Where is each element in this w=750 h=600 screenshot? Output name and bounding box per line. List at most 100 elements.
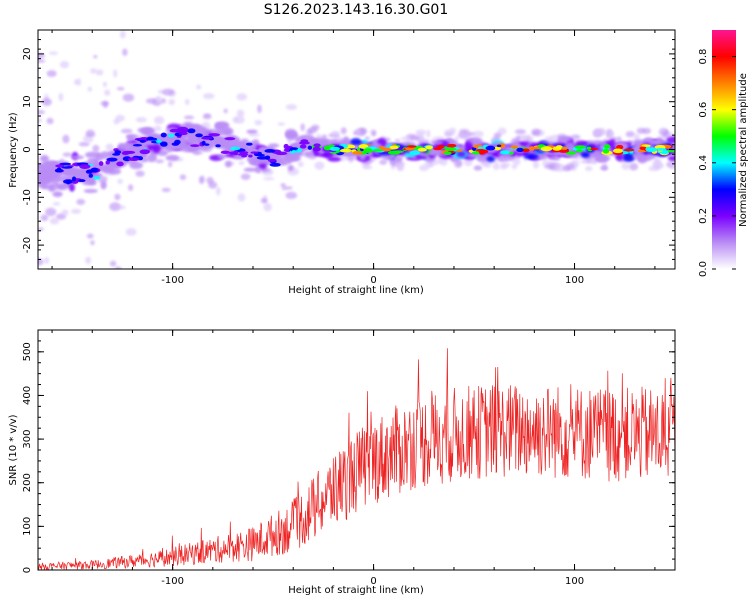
spectral-blob [87, 86, 93, 92]
spectral-core [233, 150, 239, 156]
spectral-blob [562, 136, 572, 142]
snr-plot-area [38, 330, 675, 570]
spectral-blob [460, 132, 466, 136]
spectral-blob [240, 173, 251, 181]
spectral-blob [371, 130, 376, 137]
spectral-blob [282, 186, 293, 190]
spectral-blob [666, 136, 675, 144]
spectral-blob [217, 153, 227, 160]
spectral-blob [105, 143, 114, 151]
spectral-blob [38, 53, 45, 59]
y-tick-label: 0 [22, 567, 33, 573]
spectral-blob [76, 78, 82, 86]
spectral-core [446, 143, 457, 148]
spectral-blob [340, 127, 347, 135]
spectral-blob [609, 139, 616, 144]
spectral-blob [565, 163, 575, 171]
spectral-blob [268, 143, 280, 148]
spectral-blob [87, 178, 97, 185]
spectral-core [178, 131, 188, 136]
spectral-blob [304, 151, 314, 157]
spectral-core [264, 149, 276, 153]
spectral-blob [122, 93, 135, 102]
spectral-blob [287, 164, 294, 172]
spectral-core [255, 153, 265, 157]
spectral-core [57, 167, 62, 171]
spectral-blob [599, 166, 609, 171]
spectral-blob [93, 55, 98, 59]
spectral-blob [48, 51, 59, 55]
spectral-blob [198, 176, 205, 185]
spectral-blob [152, 144, 161, 153]
y-tick-label: -10 [22, 189, 33, 205]
spectral-core [195, 133, 203, 138]
spectral-blob [155, 159, 165, 164]
spectral-core [155, 140, 162, 143]
spectral-blob [263, 203, 272, 212]
spectral-blob [161, 136, 170, 143]
spectral-blob [632, 153, 648, 160]
spectral-blob [40, 184, 54, 190]
spectral-blob [114, 266, 122, 269]
spectral-blob [285, 104, 298, 111]
spectral-blob [38, 164, 48, 170]
spectral-blob [236, 109, 245, 118]
x-tick-label: 0 [370, 576, 376, 587]
spectral-blob [49, 217, 60, 225]
spectral-core [159, 141, 168, 146]
spectral-blob [117, 275, 127, 281]
spectral-core [307, 145, 313, 150]
spectral-blob [300, 123, 305, 132]
spectral-core [602, 148, 610, 154]
spectral-blob [196, 84, 202, 90]
spectral-core [299, 144, 307, 149]
spectral-blob [44, 161, 59, 170]
spectral-blob [246, 129, 258, 134]
spectral-core [479, 150, 485, 155]
spectral-blob [621, 162, 631, 170]
spectral-blob [379, 159, 388, 165]
spectral-blob [113, 118, 120, 125]
spectral-blob [40, 214, 49, 222]
spectral-blob [122, 142, 138, 148]
spectral-core [372, 149, 383, 152]
colorbar-tick-label: 0.8 [698, 49, 709, 65]
spectral-blob [85, 256, 92, 265]
spectral-core [661, 151, 669, 155]
spectral-core [404, 147, 415, 151]
spectral-blob [456, 151, 466, 157]
snr-panel: -100 0 100 0 100 200 300 400 500 Height of strai… [8, 329, 676, 596]
spectral-core [105, 160, 111, 165]
spectral-blob [42, 168, 54, 176]
y-tick-label: 400 [22, 386, 33, 405]
spectral-core [312, 146, 321, 152]
spectral-blob [95, 153, 104, 162]
spectral-blob [633, 133, 640, 141]
spectral-core [248, 154, 253, 158]
spectral-blob [71, 208, 81, 214]
spectral-blob [85, 129, 95, 137]
spectral-core [171, 142, 180, 146]
spectral-core [269, 162, 281, 167]
spectral-blob [165, 154, 180, 161]
spectral-core [121, 151, 130, 155]
spectral-blob [125, 228, 137, 236]
spectral-blob [670, 163, 675, 170]
snr-series-line [38, 348, 675, 570]
spectral-blob [359, 127, 368, 135]
spectral-core [220, 150, 230, 155]
spectral-blob [126, 270, 131, 275]
spectral-blob [512, 158, 521, 166]
spectral-core [246, 142, 253, 146]
colorbar-tick-label: 0.4 [698, 155, 709, 171]
spectral-blob [236, 93, 248, 101]
spectral-blob [95, 69, 104, 76]
spectral-core [329, 146, 340, 151]
spectral-blob [580, 151, 590, 158]
spectral-blob [497, 127, 507, 135]
spectral-core [93, 176, 101, 180]
spectral-core [250, 151, 259, 154]
